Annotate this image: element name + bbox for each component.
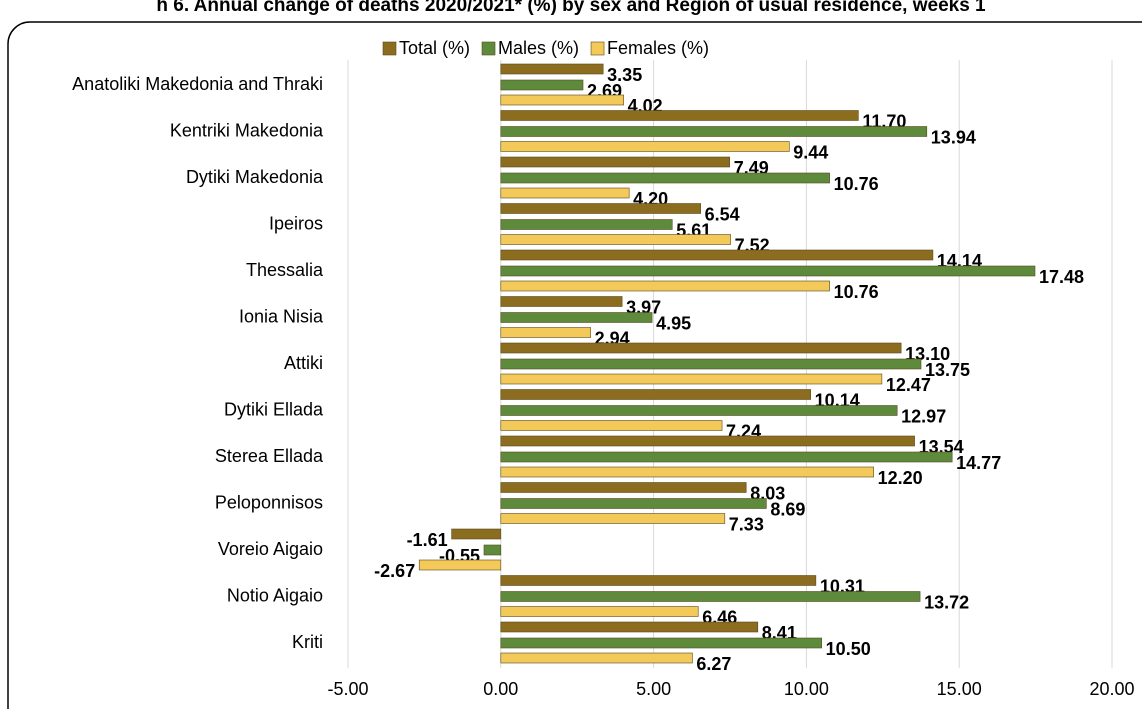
bar xyxy=(500,606,699,617)
bar xyxy=(418,559,502,571)
x-tick-label: 15.00 xyxy=(937,679,982,699)
bar xyxy=(500,126,928,137)
bar xyxy=(483,544,502,556)
data-label: 8.69 xyxy=(770,499,805,519)
bar xyxy=(500,234,731,245)
chart-title: h 6. Annual change of deaths 2020/2021* … xyxy=(156,0,986,16)
bar xyxy=(500,373,883,385)
data-label: 13.72 xyxy=(924,592,969,612)
chart-frame xyxy=(7,21,1142,709)
bar xyxy=(500,280,830,292)
data-label: 9.44 xyxy=(793,142,828,162)
bar xyxy=(500,141,790,152)
y-tick-label: Dytiki Ellada xyxy=(224,399,324,419)
bar xyxy=(500,156,730,168)
bar xyxy=(500,405,898,416)
bar xyxy=(500,466,874,478)
data-label: 6.27 xyxy=(696,654,731,674)
data-label: 12.97 xyxy=(901,406,946,426)
data-label: 3.35 xyxy=(607,65,642,85)
data-label: 12.20 xyxy=(878,468,923,488)
data-label: 7.33 xyxy=(729,514,764,534)
bar xyxy=(500,652,693,664)
y-tick-label: Anatoliki Makedonia and Thraki xyxy=(72,74,323,94)
bar xyxy=(500,219,673,230)
bar xyxy=(500,637,822,649)
x-tick-label: 20.00 xyxy=(1089,679,1134,699)
data-label: -1.61 xyxy=(407,530,448,550)
bar xyxy=(500,621,759,633)
x-tick-label: 10.00 xyxy=(784,679,829,699)
legend-swatch xyxy=(382,41,397,56)
bar xyxy=(500,482,747,493)
bar xyxy=(500,79,584,91)
y-tick-label: Peloponnisos xyxy=(215,492,323,512)
bar xyxy=(500,389,811,400)
bar xyxy=(500,249,934,261)
data-label: 17.48 xyxy=(1039,267,1084,287)
bar xyxy=(451,528,502,540)
y-tick-label: Thessalia xyxy=(246,260,324,280)
y-tick-label: Dytiki Makedonia xyxy=(186,167,324,187)
data-label: 10.76 xyxy=(834,282,879,302)
bar xyxy=(500,296,623,307)
bar xyxy=(500,420,723,431)
bar xyxy=(500,358,922,370)
bar xyxy=(500,513,726,524)
data-label: 6.54 xyxy=(705,204,740,224)
bar xyxy=(500,172,830,184)
legend-swatch xyxy=(481,41,496,56)
bar xyxy=(500,451,953,463)
bar xyxy=(500,327,591,338)
y-tick-label: Ipeiros xyxy=(269,213,323,233)
bar xyxy=(500,110,859,121)
legend-swatch xyxy=(590,41,605,56)
data-label: -2.67 xyxy=(374,561,415,581)
data-label: 10.50 xyxy=(826,639,871,659)
y-tick-label: Kriti xyxy=(292,632,323,652)
bar xyxy=(500,94,624,106)
data-label: 10.76 xyxy=(834,174,879,194)
bar xyxy=(500,575,817,586)
data-label: 13.94 xyxy=(931,127,976,147)
legend-label: Total (%) xyxy=(399,38,470,58)
bar xyxy=(500,203,701,214)
bar xyxy=(500,435,915,447)
bar xyxy=(500,265,1036,277)
y-tick-label: Kentriki Makedonia xyxy=(170,120,324,140)
y-tick-label: Ionia Nisia xyxy=(239,306,324,326)
legend-label: Females (%) xyxy=(607,38,709,58)
y-tick-label: Notio Aigaio xyxy=(227,585,323,605)
x-tick-label: -5.00 xyxy=(327,679,368,699)
y-tick-label: Sterea Ellada xyxy=(215,446,324,466)
bar xyxy=(500,342,902,354)
bar xyxy=(500,312,653,323)
bar xyxy=(500,63,604,75)
bar xyxy=(500,498,767,509)
bar xyxy=(500,591,921,602)
y-tick-label: Voreio Aigaio xyxy=(218,539,323,559)
data-label: 13.75 xyxy=(925,360,970,380)
x-tick-label: 5.00 xyxy=(636,679,671,699)
x-tick-label: 0.00 xyxy=(483,679,518,699)
y-tick-label: Attiki xyxy=(284,353,323,373)
bar xyxy=(500,187,630,199)
data-label: 4.95 xyxy=(656,313,691,333)
data-label: 12.47 xyxy=(886,375,931,395)
data-label: 14.77 xyxy=(956,453,1001,473)
legend-label: Males (%) xyxy=(498,38,579,58)
